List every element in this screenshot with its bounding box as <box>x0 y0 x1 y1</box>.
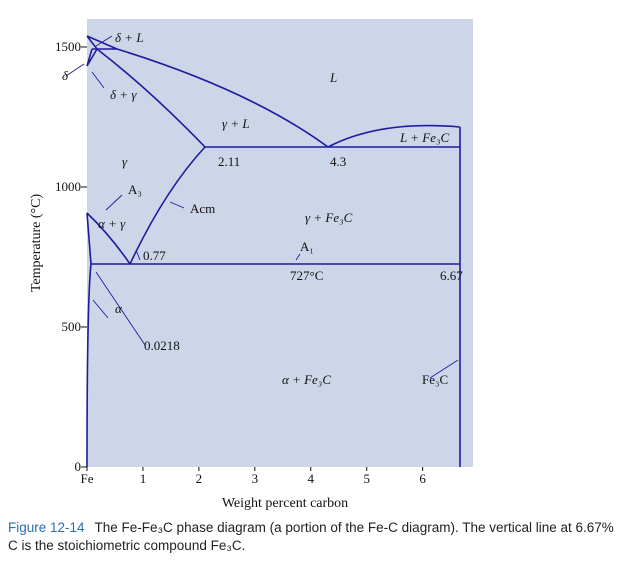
region-label: 0.77 <box>143 248 166 263</box>
region-label: α <box>115 301 123 316</box>
plot-area <box>87 19 473 467</box>
region-label: A₁ <box>300 239 314 254</box>
x-tick-label: 6 <box>419 471 426 486</box>
region-label: δ + γ <box>110 87 137 102</box>
x-axis-label: Weight percent carbon <box>222 496 348 511</box>
region-label: γ + L <box>222 116 250 131</box>
region-label: γ <box>122 154 128 169</box>
x-tick-label: 1 <box>140 471 147 486</box>
y-tick-label: 1000 <box>55 179 81 194</box>
y-tick-label: 1500 <box>55 39 81 54</box>
region-label: γ + Fe₃C <box>305 210 353 225</box>
y-tick-label: 0 <box>75 459 82 474</box>
region-label: Fe₃C <box>422 372 448 387</box>
region-label: 727°C <box>290 268 323 283</box>
region-label: δ + L <box>115 30 144 45</box>
x-tick-label: 3 <box>252 471 259 486</box>
region-label: α + γ <box>98 216 126 231</box>
y-axis-label: Temperature (°C) <box>29 194 44 293</box>
x-tick-label: 2 <box>196 471 203 486</box>
region-label: δ <box>62 68 69 83</box>
region-label: L <box>329 70 337 85</box>
caption-text: The Fe-Fe₃C phase diagram (a portion of … <box>8 520 614 553</box>
region-label: L + Fe₃C <box>399 130 449 145</box>
region-label: Acm <box>190 201 215 216</box>
region-label: 6.67 <box>440 268 463 283</box>
region-label: 2.11 <box>218 154 240 169</box>
region-label: α + Fe₃C <box>282 372 331 387</box>
x-tick-label: 4 <box>308 471 315 486</box>
caption: Figure 12-14 The Fe-Fe₃C phase diagram (a… <box>8 519 620 555</box>
caption-label: Figure 12-14 <box>8 520 85 535</box>
region-label: 0.0218 <box>144 338 180 353</box>
chart: Fe 1 2 3 4 5 6 0 500 1000 1500 Weight percent carbo… <box>29 19 473 511</box>
x-tick-label: Fe <box>81 471 94 486</box>
x-tick-label: 5 <box>363 471 370 486</box>
region-label: 4.3 <box>330 154 346 169</box>
y-tick-label: 500 <box>62 319 82 334</box>
region-label: A₃ <box>128 182 142 197</box>
phase-boundaries <box>65 35 461 468</box>
